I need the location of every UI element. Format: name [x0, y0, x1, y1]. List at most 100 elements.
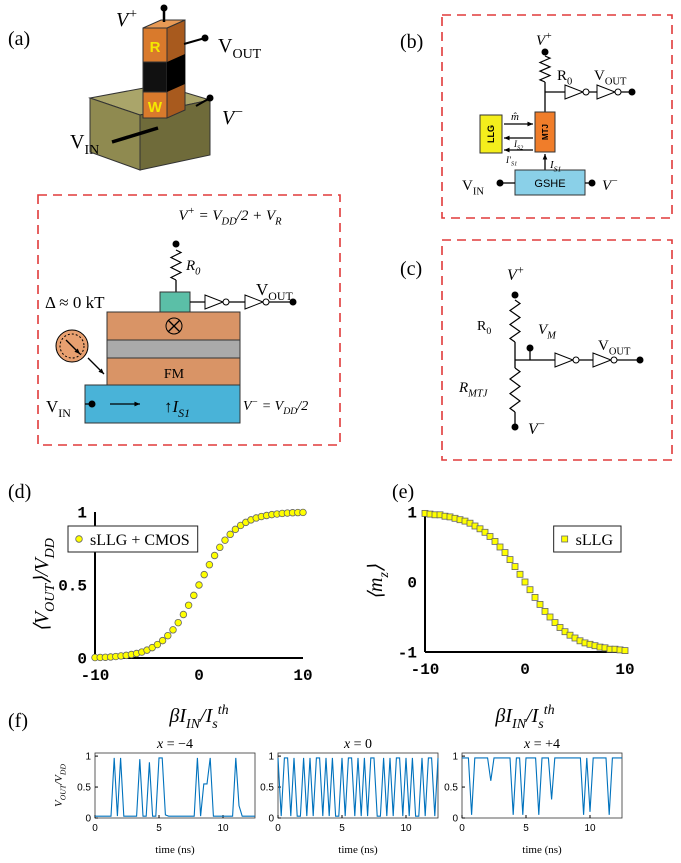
- label: VOUT: [218, 35, 262, 62]
- dashed-frame: [441, 239, 673, 461]
- y-tick-label: 0: [85, 814, 91, 825]
- text-part: V: [536, 33, 547, 49]
- text-part: OUT: [232, 47, 261, 62]
- x-tick-label: 10: [584, 823, 596, 834]
- text-part: V: [243, 399, 253, 414]
- pillar-top: [142, 19, 186, 29]
- text-part: /I: [525, 705, 540, 727]
- legend-marker: [75, 535, 83, 543]
- wire: [167, 319, 181, 333]
- text-part: +: [128, 7, 137, 22]
- label: ↑IS1: [164, 397, 190, 420]
- marker: [184, 601, 193, 609]
- terminal: [636, 356, 644, 364]
- inverter-bubble: [610, 356, 618, 364]
- arrow-head: [504, 147, 510, 153]
- inverter: [204, 294, 225, 310]
- y-tick-label: 0.5: [444, 783, 458, 794]
- y-tick-label: 0: [77, 651, 87, 669]
- marker: [526, 586, 534, 594]
- marker: [621, 647, 629, 654]
- text-part: V: [222, 107, 237, 129]
- label: Δ ≈ 0 kT: [45, 293, 105, 312]
- chart-title: x = +4: [523, 737, 560, 752]
- label: VOUT: [256, 280, 293, 303]
- marker: [231, 525, 240, 534]
- resistor: [508, 367, 522, 413]
- marker: [506, 556, 514, 563]
- text-part: DD: [43, 538, 58, 559]
- text-part: 0: [567, 77, 572, 88]
- chart-title: x = 0: [343, 737, 372, 752]
- inverter: [596, 84, 617, 100]
- text-part: MTJ: [467, 389, 489, 400]
- text-part: +: [517, 265, 525, 277]
- text-part: R: [274, 217, 282, 228]
- label: V−: [528, 419, 545, 438]
- text-part: V: [528, 421, 540, 438]
- marker: [521, 578, 529, 586]
- text-part: −: [234, 105, 243, 120]
- text-part: V: [53, 799, 65, 807]
- marker: [491, 538, 499, 545]
- marker: [501, 549, 509, 556]
- inverter: [244, 294, 265, 310]
- resistor: [538, 55, 552, 83]
- text-part: IN: [185, 717, 201, 732]
- moment-into: [165, 317, 183, 335]
- label: V+: [507, 265, 524, 284]
- legend-label: sLLG + CMOS: [90, 532, 190, 549]
- panel-label: (e): [392, 481, 414, 503]
- text-part: th: [218, 703, 229, 718]
- x-tick-label: -10: [411, 661, 440, 679]
- text-part: ⟩/V: [31, 556, 53, 584]
- terminal: [289, 298, 297, 306]
- inverter-bubble: [222, 298, 230, 306]
- text-part: M: [546, 331, 557, 342]
- terminal: [88, 400, 96, 408]
- text-part: −: [538, 419, 546, 431]
- text-part: V: [594, 68, 605, 84]
- terminal: [588, 179, 596, 187]
- marker: [179, 610, 188, 619]
- x-axis-label: time (ns): [522, 844, 562, 856]
- label: I′S1: [505, 155, 517, 168]
- marker: [561, 628, 569, 636]
- y-tick-label: 1: [77, 505, 87, 523]
- text-part: V: [602, 178, 613, 194]
- terminal: [628, 88, 636, 96]
- marker: [531, 594, 539, 601]
- marker: [476, 525, 484, 533]
- label: GSHE: [534, 178, 565, 190]
- marker: [481, 528, 489, 536]
- x-axis-label: time (ns): [155, 844, 195, 856]
- text-part: V: [256, 280, 269, 299]
- text-part: βI: [168, 705, 187, 727]
- x-tick-label: 5: [523, 823, 529, 834]
- label: m̂: [511, 111, 519, 123]
- y-tick-label: 0.5: [77, 783, 91, 794]
- clock-inner: [59, 333, 85, 359]
- terminal: [160, 4, 168, 12]
- terminal: [201, 34, 209, 42]
- text-part: OUT: [268, 289, 293, 303]
- terminal: [541, 48, 549, 56]
- x-tick-label: 10: [217, 823, 229, 834]
- x-tick-label: 10: [615, 661, 634, 679]
- terminal: [496, 179, 504, 187]
- trace: [462, 757, 622, 815]
- text-part: +: [545, 31, 552, 42]
- marker: [221, 536, 229, 544]
- label: VIN: [462, 178, 484, 198]
- x-tick-label: 10: [293, 667, 312, 685]
- terminal: [206, 94, 214, 102]
- text-part: ↑I: [164, 397, 180, 416]
- marker: [158, 636, 167, 645]
- text-part: I′: [505, 155, 512, 165]
- y-tick-label: 0.5: [58, 578, 87, 596]
- label: VOUT: [594, 68, 627, 88]
- wire: [183, 37, 206, 45]
- resistor: [169, 249, 183, 281]
- text-part: S1: [178, 406, 190, 420]
- x-tick-label: 0: [459, 823, 465, 834]
